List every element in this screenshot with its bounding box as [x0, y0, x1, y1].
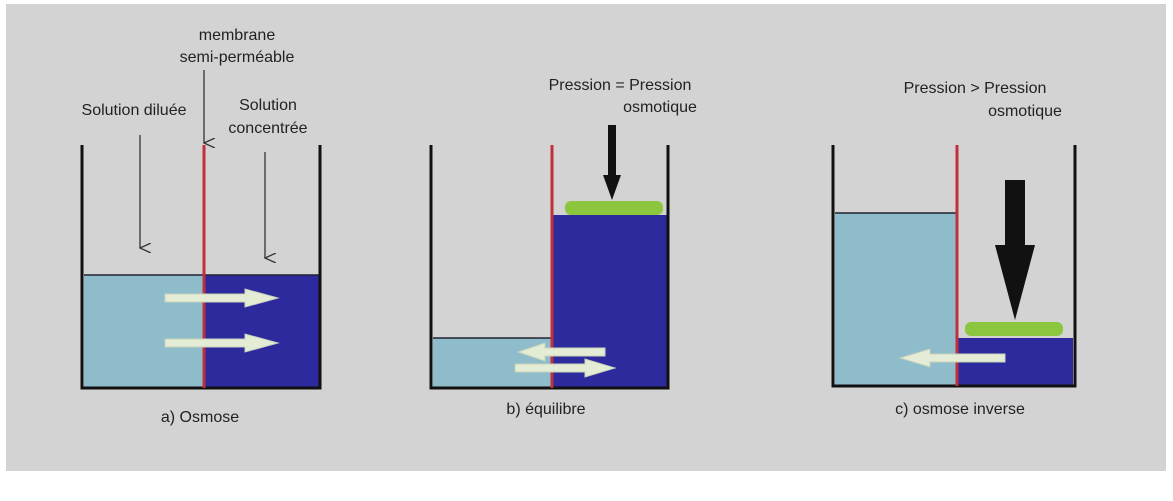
- label: Pression > Pression: [904, 80, 1047, 97]
- osmosis-diagram: membrane semi-perméable Solution diluée …: [0, 0, 1173, 501]
- label: concentrée: [228, 120, 307, 137]
- label: Solution: [239, 97, 297, 114]
- piston: [565, 201, 663, 215]
- dilute-solution: [84, 275, 204, 387]
- caption: c) osmose inverse: [895, 401, 1025, 418]
- label: osmotique: [623, 99, 697, 116]
- label: Solution diluée: [82, 102, 187, 119]
- label: Pression = Pression: [549, 77, 692, 94]
- piston: [965, 322, 1063, 336]
- dilute-solution: [433, 338, 552, 387]
- label: membrane: [199, 27, 276, 44]
- concentrated-solution: [552, 215, 667, 387]
- caption: a) Osmose: [161, 409, 239, 426]
- label: semi-perméable: [180, 49, 295, 66]
- caption: b) équilibre: [506, 401, 585, 418]
- label: osmotique: [988, 103, 1062, 120]
- concentrated-solution: [204, 275, 319, 387]
